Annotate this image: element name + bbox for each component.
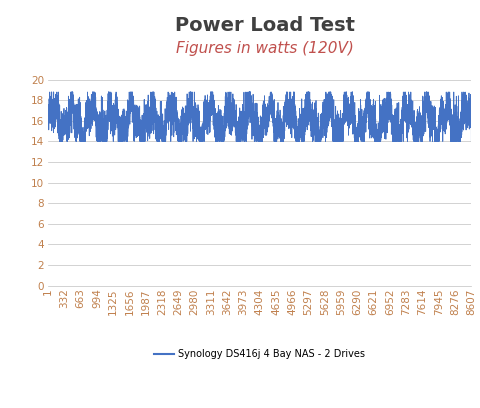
Text: Figures in watts (120V): Figures in watts (120V) <box>175 41 353 56</box>
Legend: Synology DS416j 4 Bay NAS - 2 Drives: Synology DS416j 4 Bay NAS - 2 Drives <box>150 345 369 363</box>
Text: Power Load Test: Power Load Test <box>174 16 354 35</box>
